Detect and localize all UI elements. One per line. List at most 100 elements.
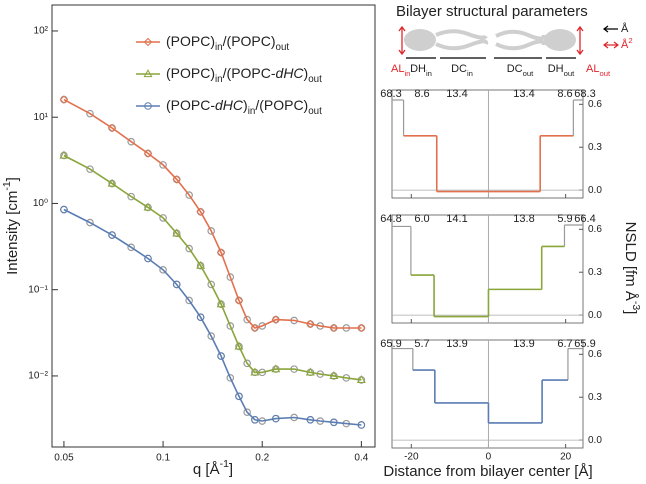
data-point bbox=[243, 408, 251, 416]
y-tick-label: 0.6 bbox=[588, 349, 602, 360]
x-tick-label: 0.05 bbox=[54, 453, 74, 464]
y-tick-label: 0.3 bbox=[588, 392, 602, 403]
y-tick-label: 0.3 bbox=[588, 142, 602, 153]
marker bbox=[250, 367, 260, 376]
legend-label: (POPC)in/(POPC)out bbox=[166, 33, 289, 53]
annotation: 8.6 bbox=[414, 88, 429, 100]
marker bbox=[306, 319, 315, 329]
y-tick-label: 10² bbox=[34, 26, 49, 37]
y-tick-label: 10⁰ bbox=[33, 198, 48, 209]
marker bbox=[59, 95, 69, 104]
headgroup bbox=[544, 29, 576, 51]
schematic-label: ALin bbox=[391, 63, 410, 78]
data-point bbox=[243, 359, 251, 368]
marker bbox=[271, 315, 281, 324]
marker bbox=[172, 228, 182, 237]
plot-frame bbox=[51, 4, 376, 448]
x-tick-label: 0.1 bbox=[156, 453, 170, 464]
y-tick-label: 0.0 bbox=[588, 310, 602, 321]
annotation: 13.9 bbox=[513, 338, 534, 350]
annotation: 68.3 bbox=[574, 88, 595, 100]
marker bbox=[250, 323, 260, 333]
legend-label: (POPC-dHC)in/(POPC)out bbox=[166, 97, 322, 117]
headgroup bbox=[404, 29, 436, 51]
x-tick-label: 20 bbox=[560, 452, 572, 463]
schematic-title: Bilayer structural parameters bbox=[396, 3, 588, 20]
marker bbox=[107, 178, 117, 187]
marker bbox=[172, 280, 181, 289]
data-point bbox=[159, 266, 167, 274]
data-point bbox=[226, 273, 235, 281]
y-axis-label: Intensity [cm-1] bbox=[1, 177, 21, 275]
marker bbox=[329, 371, 339, 380]
data-point bbox=[207, 332, 216, 340]
y-tick-label: 0.6 bbox=[588, 99, 602, 110]
data-point bbox=[127, 192, 135, 201]
y-tick-label: 0.6 bbox=[588, 224, 602, 235]
marker bbox=[196, 207, 205, 217]
marker bbox=[356, 375, 366, 383]
x-tick-label: 0.2 bbox=[255, 453, 269, 464]
annotation: 64.8 bbox=[380, 213, 401, 225]
marker bbox=[330, 418, 338, 427]
panel-frame bbox=[391, 339, 584, 449]
y-tick-label: 0.0 bbox=[588, 185, 602, 196]
legend-label: (POPC)in/(POPC-dHC)out bbox=[166, 65, 322, 85]
data-point bbox=[185, 296, 193, 305]
schematic-label: DCout bbox=[507, 63, 534, 78]
y-axis-label: NSLD [fm Å-3] bbox=[622, 222, 642, 315]
data-point bbox=[243, 315, 251, 324]
data-point bbox=[185, 244, 193, 253]
annotation: 5.9 bbox=[557, 213, 572, 225]
annotation: 6.7 bbox=[557, 338, 572, 350]
marker bbox=[306, 416, 315, 424]
marker bbox=[144, 254, 152, 263]
marker bbox=[196, 260, 206, 269]
data-point bbox=[207, 227, 216, 235]
x-axis-label: q [Å-1] bbox=[193, 458, 233, 478]
legend-marker bbox=[143, 69, 153, 78]
marker bbox=[329, 323, 339, 333]
annotation: 6.0 bbox=[414, 213, 429, 225]
annotation: 13.8 bbox=[513, 213, 534, 225]
unit-arrow bbox=[603, 25, 618, 33]
marker bbox=[357, 421, 366, 429]
fit-line bbox=[63, 154, 362, 381]
marker bbox=[59, 150, 69, 159]
marker bbox=[272, 414, 280, 423]
x-tick-label: -20 bbox=[404, 452, 419, 463]
y-tick-label: 0.0 bbox=[588, 435, 602, 446]
schematic-label: DHout bbox=[548, 63, 575, 78]
schematic-label: DHin bbox=[410, 63, 432, 78]
annotation: 13.4 bbox=[513, 88, 534, 100]
data-point bbox=[86, 218, 94, 227]
marker bbox=[196, 313, 205, 321]
marker bbox=[108, 231, 116, 239]
marker bbox=[234, 296, 244, 305]
panel-frame bbox=[391, 214, 584, 324]
marker bbox=[305, 367, 315, 376]
unit-arrow bbox=[603, 41, 619, 49]
annotation: 13.9 bbox=[446, 338, 467, 350]
data-point bbox=[185, 191, 193, 199]
legend-marker bbox=[144, 102, 152, 110]
schematic-label: ALout bbox=[586, 63, 611, 78]
marker bbox=[60, 205, 68, 214]
unit-label: Å2 bbox=[621, 36, 633, 51]
annotation: 68.3 bbox=[380, 88, 401, 100]
acyl-chains bbox=[435, 29, 546, 51]
al-arrow bbox=[398, 25, 406, 56]
annotation: 14.1 bbox=[446, 213, 467, 225]
data-point bbox=[127, 243, 135, 252]
marker bbox=[107, 123, 117, 133]
data-point bbox=[207, 280, 216, 289]
schematic: Bilayer structural parameters ALin DHin … bbox=[391, 3, 633, 78]
marker bbox=[235, 392, 243, 401]
al-arrow bbox=[576, 25, 584, 56]
data-point bbox=[86, 165, 94, 173]
marker bbox=[216, 299, 226, 308]
marker bbox=[251, 416, 259, 424]
annotation: 66.4 bbox=[574, 213, 595, 225]
marker bbox=[357, 323, 366, 333]
